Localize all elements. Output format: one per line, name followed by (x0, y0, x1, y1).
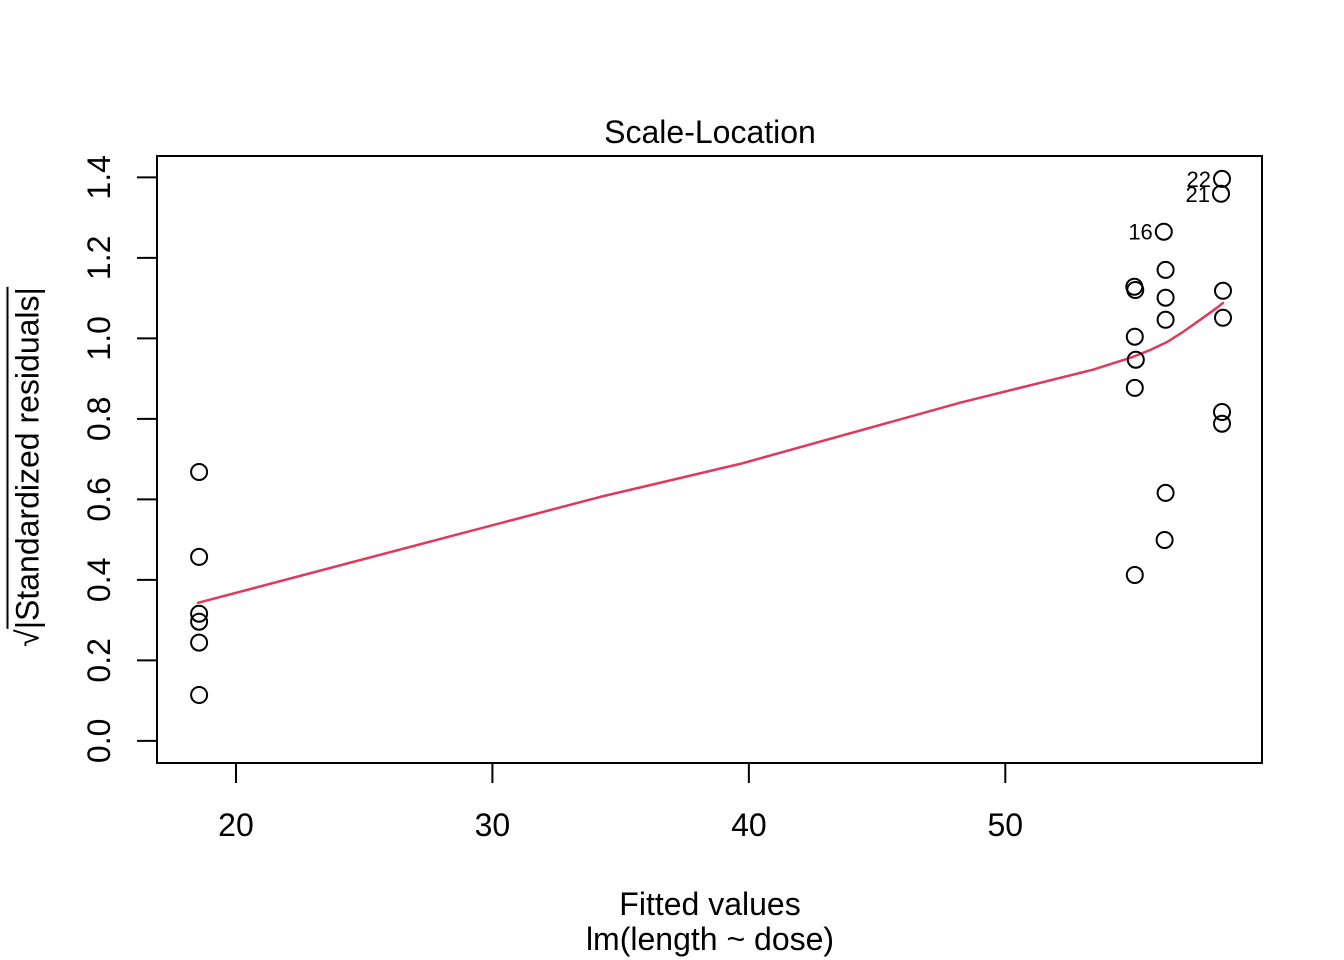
data-point (190, 612, 209, 631)
y-axis-tick-label: 0.2 (81, 638, 117, 682)
y-axis-tick-label: 0.8 (81, 397, 117, 441)
y-axis-tick-label: 1.0 (81, 316, 117, 360)
data-point (1125, 327, 1144, 346)
x-axis-tick-label: 40 (731, 807, 767, 843)
plot-box (156, 155, 1263, 764)
y-axis-title-text: |Standardized residuals| (6, 287, 46, 630)
point-label: 16 (1128, 220, 1152, 245)
sqrt-symbol: √ (9, 629, 46, 647)
x-axis-tick-label: 30 (475, 807, 511, 843)
smooth-line (196, 301, 1225, 605)
data-point (1156, 310, 1175, 329)
data-point (1213, 403, 1231, 421)
model-call-label: lm(length ~ dose) (585, 921, 835, 957)
point-label: 21 (1186, 182, 1210, 207)
x-axis-tick-label: 20 (218, 807, 254, 843)
data-point (1156, 260, 1175, 279)
y-axis-tick-label: 0.6 (81, 477, 117, 521)
data-point (190, 604, 209, 623)
data-point (1213, 414, 1231, 433)
data-point (1125, 378, 1144, 397)
y-axis-tick-label: 1.4 (81, 155, 117, 199)
data-point (1126, 350, 1145, 369)
y-axis-tick-label: 1.2 (81, 236, 117, 280)
data-point (1154, 222, 1173, 241)
data-point (190, 633, 209, 652)
data-point (1156, 483, 1175, 502)
data-point (1212, 184, 1230, 203)
x-axis-title: Fitted values (619, 886, 801, 922)
plot-title: Scale-Location (604, 114, 816, 150)
data-point (190, 686, 209, 704)
y-axis-tick-label: 0.0 (81, 719, 117, 763)
y-axis-tick-label: 0.4 (81, 558, 117, 602)
data-point (190, 547, 209, 566)
data-point (1156, 288, 1175, 307)
data-point (1213, 169, 1231, 188)
x-axis-tick-label: 50 (988, 807, 1024, 843)
data-point (1126, 281, 1145, 299)
data-point (1125, 566, 1144, 584)
data-point (1155, 531, 1174, 549)
point-label: 22 (1187, 167, 1211, 192)
data-point (190, 463, 209, 481)
data-point (1214, 308, 1232, 327)
y-axis-title: √|Standardized residuals| (6, 287, 47, 647)
data-point (1214, 281, 1232, 300)
